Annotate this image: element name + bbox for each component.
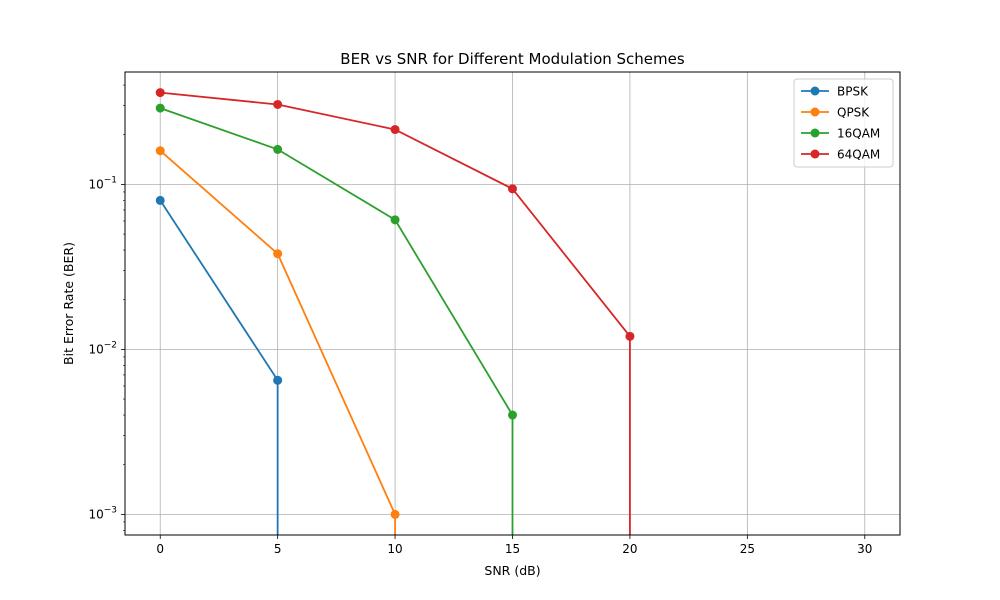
x-tick-label: 25 xyxy=(740,542,755,556)
plot-series xyxy=(155,88,635,535)
data-point xyxy=(390,509,400,519)
data-point xyxy=(273,99,283,109)
data-point xyxy=(273,144,283,154)
data-point xyxy=(390,125,400,135)
axis-ticks: 0 5 10 15 20 25 30 10−3 10−2 10−1 xyxy=(88,84,872,556)
data-point xyxy=(625,331,635,341)
y-tick-label: 10−3 xyxy=(88,505,117,521)
legend-item-64qam: 64QAM xyxy=(801,148,880,162)
series-64qam xyxy=(155,88,635,535)
chart-title: BER vs SNR for Different Modulation Sche… xyxy=(340,50,685,68)
data-point xyxy=(508,184,517,194)
legend-label: BPSK xyxy=(837,85,869,99)
x-tick-label: 10 xyxy=(387,542,402,556)
legend-item-bpsk: BPSK xyxy=(801,85,869,99)
x-axis-label: SNR (dB) xyxy=(484,563,540,578)
x-tick-label: 0 xyxy=(156,542,164,556)
y-axis-label: Bit Error Rate (BER) xyxy=(61,242,76,365)
data-point xyxy=(155,146,165,156)
data-point xyxy=(508,410,517,420)
series-bpsk xyxy=(155,195,283,535)
data-point xyxy=(273,249,283,259)
legend-swatch-marker xyxy=(810,86,820,96)
legend-label: 16QAM xyxy=(837,127,880,141)
legend-box xyxy=(793,78,894,168)
x-tick-label: 20 xyxy=(622,542,637,556)
x-tick-label: 5 xyxy=(274,542,282,556)
legend-item-16qam: 16QAM xyxy=(801,127,880,141)
legend: BPSK QPSK 16QAM 64QAM xyxy=(793,78,894,168)
x-tick-label: 15 xyxy=(505,542,520,556)
data-point xyxy=(155,195,165,205)
y-tick-label: 10−1 xyxy=(88,175,117,191)
series-line xyxy=(160,91,631,535)
legend-swatch-marker xyxy=(810,128,820,138)
series-qpsk xyxy=(155,146,400,535)
data-point xyxy=(390,215,400,225)
legend-swatch-marker xyxy=(810,107,820,117)
series-line xyxy=(159,150,396,535)
y-tick-label: 10−2 xyxy=(88,340,117,356)
legend-item-qpsk: QPSK xyxy=(801,106,870,120)
legend-label: QPSK xyxy=(837,106,870,120)
x-tick-label: 30 xyxy=(857,542,872,556)
data-point xyxy=(155,103,165,113)
series-16qam xyxy=(155,103,517,535)
legend-swatch-marker xyxy=(810,149,820,159)
data-point xyxy=(273,375,283,385)
legend-label: 64QAM xyxy=(837,148,880,162)
data-point xyxy=(155,88,165,98)
